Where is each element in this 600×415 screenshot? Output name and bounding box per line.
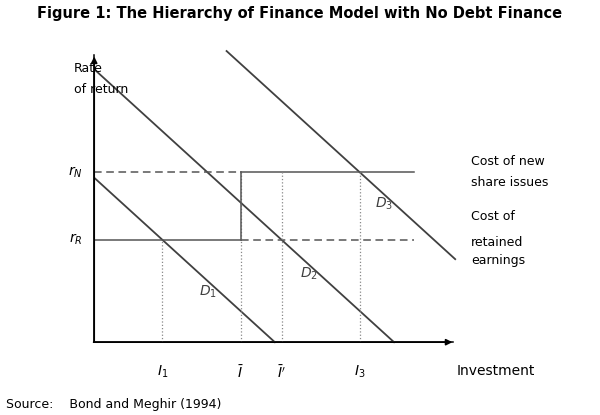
Text: $r_R$: $r_R$ [69, 232, 82, 247]
Text: retained: retained [471, 236, 523, 249]
Text: $\bar{I}$: $\bar{I}$ [237, 364, 244, 381]
Text: share issues: share issues [471, 176, 548, 190]
Text: Investment: Investment [457, 364, 535, 378]
Text: of return: of return [74, 83, 128, 96]
Text: Source:    Bond and Meghir (1994): Source: Bond and Meghir (1994) [6, 398, 221, 411]
Text: $\bar{I}'$: $\bar{I}'$ [277, 364, 286, 381]
Text: Cost of new: Cost of new [471, 155, 545, 168]
Text: $D_2$: $D_2$ [300, 266, 318, 283]
Text: earnings: earnings [471, 254, 525, 267]
Text: Cost of: Cost of [471, 210, 515, 223]
Text: Rate: Rate [74, 62, 103, 75]
Text: Figure 1: The Hierarchy of Finance Model with No Debt Finance: Figure 1: The Hierarchy of Finance Model… [37, 6, 563, 21]
Text: $D_1$: $D_1$ [199, 283, 217, 300]
Text: $D_3$: $D_3$ [374, 195, 393, 212]
Text: $I_1$: $I_1$ [157, 364, 168, 380]
Text: $r_N$: $r_N$ [68, 165, 82, 180]
Text: $I_3$: $I_3$ [354, 364, 365, 380]
